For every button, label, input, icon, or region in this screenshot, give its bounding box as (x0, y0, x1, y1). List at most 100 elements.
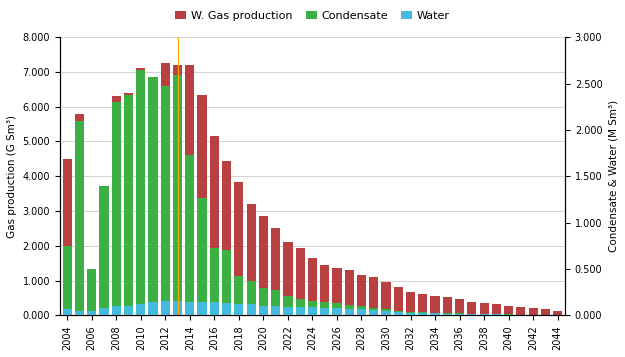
Bar (87, 269, 96, 316)
Bar (112, 306, 121, 316)
Bar (431, 296, 439, 316)
Bar (394, 287, 403, 316)
Bar (455, 299, 464, 316)
Bar (62, 309, 72, 316)
Bar (431, 313, 439, 316)
Bar (541, 315, 550, 316)
Bar (406, 292, 415, 316)
Bar (442, 297, 452, 316)
Bar (246, 281, 256, 316)
Bar (455, 313, 464, 316)
Bar (332, 303, 341, 316)
Bar (394, 312, 403, 316)
Bar (246, 304, 256, 316)
Bar (516, 315, 526, 316)
Bar (320, 302, 329, 316)
Bar (124, 95, 133, 316)
Bar (173, 65, 182, 316)
Bar (504, 315, 513, 316)
Bar (222, 161, 231, 316)
Bar (149, 302, 158, 316)
Bar (308, 307, 317, 316)
Bar (492, 313, 501, 316)
Bar (541, 315, 550, 316)
Bar (442, 313, 452, 316)
Bar (222, 250, 231, 316)
Bar (99, 206, 109, 316)
Bar (234, 181, 244, 316)
Bar (149, 77, 158, 316)
Bar (259, 306, 268, 316)
Bar (320, 265, 329, 316)
Bar (161, 63, 170, 316)
Bar (246, 204, 256, 316)
Bar (394, 311, 403, 316)
Bar (479, 303, 489, 316)
Bar (504, 306, 513, 316)
Bar (369, 308, 378, 316)
Bar (332, 268, 341, 316)
Bar (479, 313, 489, 316)
Bar (136, 304, 146, 316)
Bar (296, 307, 305, 316)
Bar (332, 308, 341, 316)
Bar (173, 75, 182, 316)
Bar (492, 304, 501, 316)
Bar (112, 102, 121, 316)
Bar (455, 313, 464, 316)
Bar (541, 309, 550, 316)
Bar (479, 313, 489, 316)
Bar (62, 246, 72, 316)
Bar (87, 281, 96, 316)
Bar (504, 313, 513, 316)
Bar (283, 296, 292, 316)
Bar (296, 248, 305, 316)
Bar (468, 313, 476, 316)
Bar (198, 95, 207, 316)
Bar (149, 86, 158, 316)
Bar (381, 311, 391, 316)
Bar (418, 294, 428, 316)
Bar (234, 276, 244, 316)
Bar (210, 248, 219, 316)
Legend: W. Gas production, Condensate, Water: W. Gas production, Condensate, Water (171, 6, 454, 25)
Bar (271, 290, 280, 316)
Bar (87, 311, 96, 316)
Bar (529, 315, 538, 316)
Bar (468, 302, 476, 316)
Bar (283, 307, 292, 316)
Bar (112, 96, 121, 316)
Bar (516, 315, 526, 316)
Bar (320, 308, 329, 316)
Bar (553, 311, 562, 316)
Bar (369, 277, 378, 316)
Bar (406, 312, 415, 316)
Bar (529, 315, 538, 316)
Bar (99, 186, 109, 316)
Bar (259, 216, 268, 316)
Bar (259, 288, 268, 316)
Bar (418, 312, 428, 316)
Bar (553, 315, 562, 316)
Y-axis label: Condensate & Water (M Sm³): Condensate & Water (M Sm³) (608, 100, 618, 252)
Bar (210, 136, 219, 316)
Bar (271, 228, 280, 316)
Bar (529, 308, 538, 316)
Bar (161, 301, 170, 316)
Bar (75, 121, 84, 316)
Bar (308, 301, 317, 316)
Bar (185, 302, 194, 316)
Bar (344, 270, 354, 316)
Bar (442, 313, 452, 316)
Bar (124, 306, 133, 316)
Bar (271, 306, 280, 316)
Bar (357, 276, 366, 316)
Bar (198, 198, 207, 316)
Bar (198, 302, 207, 316)
Bar (75, 311, 84, 316)
Bar (210, 302, 219, 316)
Bar (62, 159, 72, 316)
Bar (136, 70, 146, 316)
Bar (99, 308, 109, 316)
Bar (344, 309, 354, 316)
